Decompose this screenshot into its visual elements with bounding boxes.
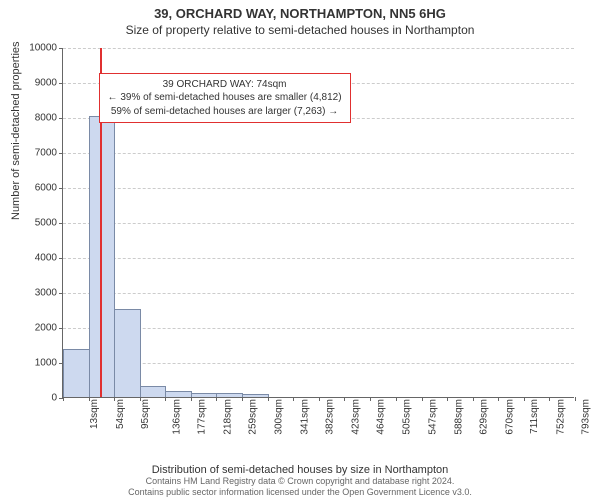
x-tick-label: 711sqm — [529, 399, 540, 434]
y-tick-label: 9000 — [35, 78, 57, 89]
x-tick-label: 752sqm — [555, 399, 566, 435]
x-tick-mark — [396, 397, 397, 401]
y-tick-mark — [59, 328, 63, 329]
x-tick-mark — [549, 397, 550, 401]
x-tick-mark — [242, 397, 243, 401]
annotation-line: ← 39% of semi-detached houses are smalle… — [108, 91, 342, 105]
x-tick-label: 464sqm — [376, 399, 387, 435]
x-tick-label: 588sqm — [453, 399, 464, 435]
x-tick-mark — [422, 397, 423, 401]
y-tick-mark — [59, 83, 63, 84]
x-tick-mark — [498, 397, 499, 401]
x-tick-label: 95sqm — [140, 399, 151, 429]
y-tick-mark — [59, 48, 63, 49]
y-tick-mark — [59, 293, 63, 294]
x-tick-label: 177sqm — [197, 399, 208, 435]
y-tick-label: 6000 — [35, 183, 57, 194]
chart-plot-area: 0100020003000400050006000700080009000100… — [62, 48, 574, 398]
x-tick-mark — [575, 397, 576, 401]
x-tick-label: 218sqm — [222, 399, 233, 435]
x-tick-mark — [319, 397, 320, 401]
y-tick-mark — [59, 223, 63, 224]
histogram-bar — [242, 394, 269, 397]
x-tick-label: 136sqm — [171, 399, 182, 435]
histogram-bar — [165, 391, 192, 397]
gridline — [63, 48, 574, 49]
x-tick-label: 259sqm — [248, 399, 259, 435]
x-tick-label: 423sqm — [350, 399, 361, 435]
x-tick-mark — [216, 397, 217, 401]
gridline — [63, 293, 574, 294]
chart-footer: Contains HM Land Registry data © Crown c… — [0, 476, 600, 499]
y-tick-label: 8000 — [35, 113, 57, 124]
chart-container: 39, ORCHARD WAY, NORTHAMPTON, NN5 6HG Si… — [0, 0, 600, 500]
footer-line-1: Contains HM Land Registry data © Crown c… — [0, 476, 600, 487]
histogram-bar — [114, 309, 141, 398]
x-tick-label: 670sqm — [504, 399, 515, 435]
x-tick-mark — [140, 397, 141, 401]
x-tick-label: 300sqm — [274, 399, 285, 435]
x-tick-label: 54sqm — [115, 399, 126, 429]
chart-subtitle: Size of property relative to semi-detach… — [0, 21, 600, 41]
x-tick-mark — [293, 397, 294, 401]
y-tick-mark — [59, 188, 63, 189]
x-tick-mark — [370, 397, 371, 401]
annotation-line: 59% of semi-detached houses are larger (… — [108, 105, 342, 119]
annotation-line: 39 ORCHARD WAY: 74sqm — [108, 78, 342, 92]
y-tick-label: 0 — [51, 393, 57, 404]
histogram-bar — [63, 349, 90, 397]
x-tick-mark — [114, 397, 115, 401]
y-tick-mark — [59, 258, 63, 259]
x-tick-label: 382sqm — [325, 399, 336, 435]
y-tick-label: 1000 — [35, 358, 57, 369]
histogram-bar — [140, 386, 167, 398]
y-tick-mark — [59, 118, 63, 119]
y-tick-label: 10000 — [29, 43, 57, 54]
x-tick-mark — [473, 397, 474, 401]
x-tick-label: 13sqm — [89, 399, 100, 429]
y-tick-label: 5000 — [35, 218, 57, 229]
x-tick-mark — [268, 397, 269, 401]
chart-title: 39, ORCHARD WAY, NORTHAMPTON, NN5 6HG — [0, 0, 600, 21]
x-tick-mark — [63, 397, 64, 401]
histogram-bar — [216, 393, 243, 397]
y-tick-label: 4000 — [35, 253, 57, 264]
gridline — [63, 153, 574, 154]
gridline — [63, 188, 574, 189]
y-tick-mark — [59, 153, 63, 154]
y-tick-label: 7000 — [35, 148, 57, 159]
plot-region: 0100020003000400050006000700080009000100… — [62, 48, 574, 398]
x-axis-label: Distribution of semi-detached houses by … — [0, 464, 600, 476]
y-tick-label: 3000 — [35, 288, 57, 299]
gridline — [63, 223, 574, 224]
footer-line-2: Contains public sector information licen… — [0, 487, 600, 498]
x-tick-mark — [344, 397, 345, 401]
x-tick-mark — [89, 397, 90, 401]
x-tick-label: 505sqm — [401, 399, 412, 435]
x-tick-label: 793sqm — [581, 399, 592, 435]
histogram-bar — [191, 393, 218, 398]
x-tick-label: 341sqm — [299, 399, 310, 435]
y-axis-label: Number of semi-detached properties — [10, 41, 22, 220]
x-tick-mark — [191, 397, 192, 401]
x-tick-label: 629sqm — [479, 399, 490, 435]
annotation-box: 39 ORCHARD WAY: 74sqm← 39% of semi-detac… — [99, 73, 351, 124]
x-tick-label: 547sqm — [428, 399, 439, 435]
x-tick-mark — [165, 397, 166, 401]
x-tick-mark — [524, 397, 525, 401]
x-tick-mark — [447, 397, 448, 401]
y-tick-label: 2000 — [35, 323, 57, 334]
gridline — [63, 258, 574, 259]
